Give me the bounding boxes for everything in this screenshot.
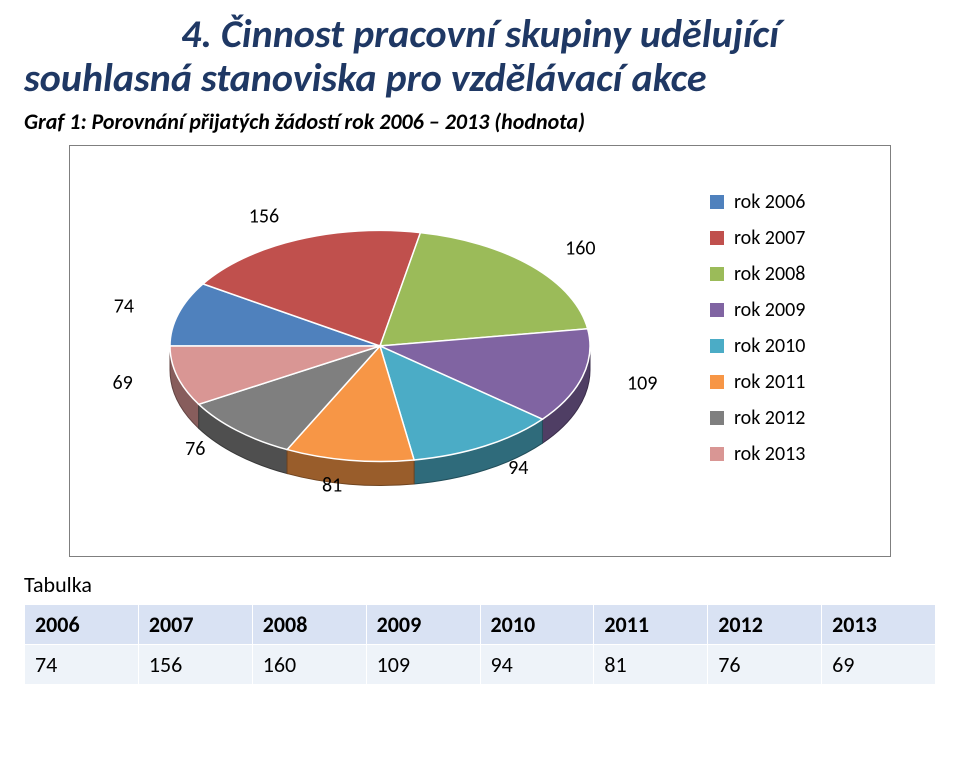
- pie-slice-value: 156: [249, 204, 279, 228]
- pie-slice-value: 81: [322, 473, 342, 497]
- table-cell: 156: [138, 645, 252, 685]
- table-header-cell: 2009: [366, 605, 480, 645]
- legend-label: rok 2012: [734, 406, 805, 430]
- pie-slice-value: 74: [114, 295, 134, 319]
- legend-swatch: [710, 339, 724, 353]
- legend-label: rok 2008: [734, 262, 805, 286]
- table-header-cell: 2013: [822, 605, 936, 645]
- pie-slice-value: 94: [508, 456, 528, 480]
- legend-swatch: [710, 411, 724, 425]
- table-cell: 81: [594, 645, 708, 685]
- pie-tops: [170, 231, 590, 462]
- legend-swatch: [710, 195, 724, 209]
- data-table: 20062007200820092010201120122013 7415616…: [24, 604, 936, 685]
- pie-slice-value: 160: [565, 237, 595, 261]
- legend-label: rok 2010: [734, 334, 805, 358]
- legend-label: rok 2013: [734, 442, 805, 466]
- chart-subtitle: Graf 1: Porovnání přijatých žádostí rok …: [24, 108, 936, 135]
- table-header-cell: 2011: [594, 605, 708, 645]
- legend-swatch: [710, 231, 724, 245]
- pie-chart-svg: 7415616010994817669rok 2006rok 2007rok 2…: [70, 146, 890, 556]
- table-header-cell: 2010: [480, 605, 594, 645]
- table-header-cell: 2007: [138, 605, 252, 645]
- table-cell: 74: [25, 645, 139, 685]
- table-cell: 109: [366, 645, 480, 685]
- legend-label: rok 2007: [734, 226, 805, 250]
- legend-swatch: [710, 303, 724, 317]
- slide-root: 4. Činnost pracovní skupiny udělující so…: [0, 0, 960, 757]
- legend-swatch: [710, 375, 724, 389]
- pie-slice-value: 69: [112, 371, 132, 395]
- legend-swatch: [710, 267, 724, 281]
- pie-slice-value: 109: [627, 371, 657, 395]
- page-title-line2: souhlasná stanoviska pro vzdělávací akce: [24, 56, 936, 100]
- table-cell: 69: [822, 645, 936, 685]
- table-cell: 76: [708, 645, 822, 685]
- table-header-cell: 2012: [708, 605, 822, 645]
- pie-chart: 7415616010994817669rok 2006rok 2007rok 2…: [69, 145, 891, 557]
- table-header-cell: 2008: [252, 605, 366, 645]
- pie-legend: rok 2006 rok 2007 rok 2008 rok 2009 rok 2010…: [710, 190, 805, 466]
- legend-label: rok 2009: [734, 298, 805, 322]
- table-caption: Tabulka: [24, 571, 936, 598]
- legend-swatch: [710, 447, 724, 461]
- table-header-cell: 2006: [25, 605, 139, 645]
- page-title-line1: 4. Činnost pracovní skupiny udělující: [24, 12, 936, 56]
- table-cell: 94: [480, 645, 594, 685]
- legend-label: rok 2006: [734, 190, 805, 214]
- pie-slice-value: 76: [185, 437, 205, 461]
- table-cell: 160: [252, 645, 366, 685]
- legend-label: rok 2011: [734, 370, 805, 394]
